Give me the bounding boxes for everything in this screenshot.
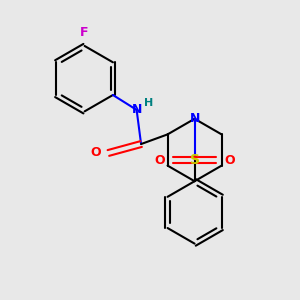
Text: O: O [224,154,235,167]
Text: H: H [145,98,154,108]
Text: O: O [90,146,101,160]
Text: F: F [80,26,89,38]
Text: O: O [154,154,165,167]
Text: S: S [190,153,200,167]
Text: N: N [131,103,142,116]
Text: N: N [189,112,200,125]
